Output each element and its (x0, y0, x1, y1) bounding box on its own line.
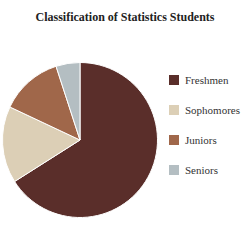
svg-text:Seniors: Seniors (185, 164, 218, 176)
svg-text:Freshmen: Freshmen (185, 74, 229, 86)
svg-text:Sophomores: Sophomores (185, 104, 240, 116)
svg-text:Juniors: Juniors (185, 134, 217, 146)
svg-text:Classification of Statistics S: Classification of Statistics Students (35, 10, 214, 24)
